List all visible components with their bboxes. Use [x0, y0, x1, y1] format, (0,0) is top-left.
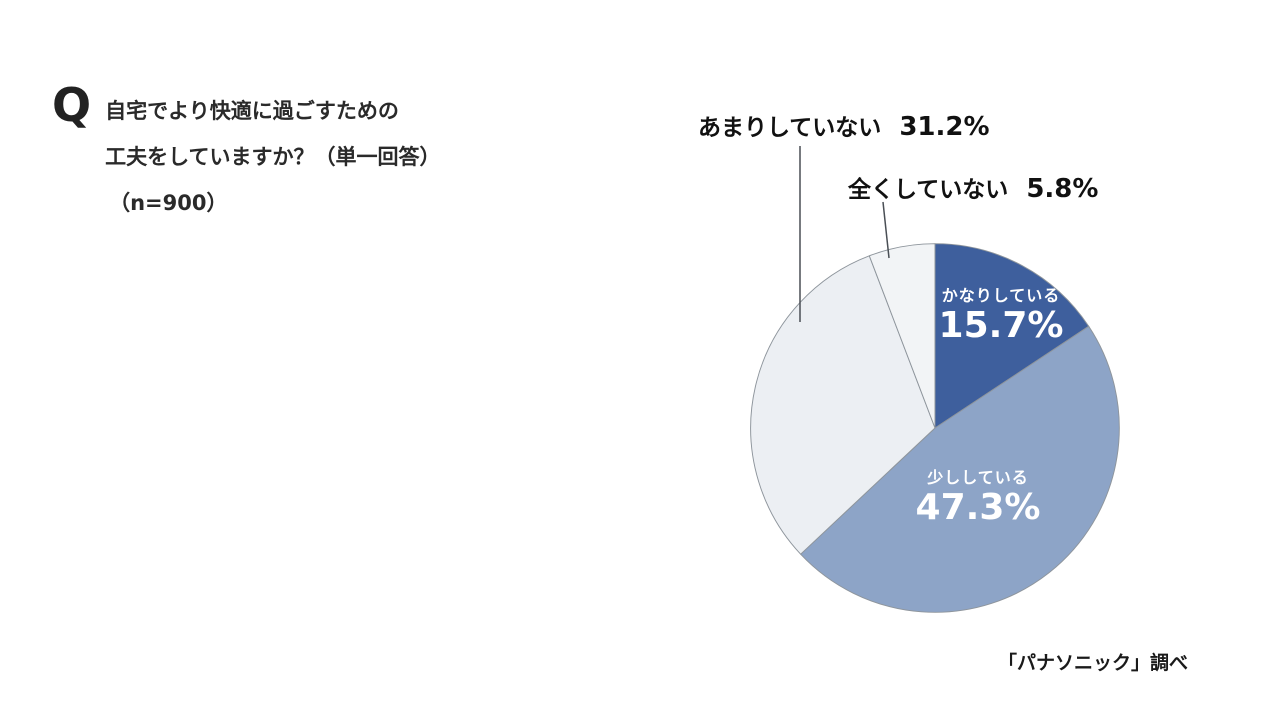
question-lines: 自宅でより快適に過ごすための 工夫をしていますか？（単一回答） （n=900） [105, 82, 440, 226]
pie-chart [750, 243, 1120, 613]
question-q-mark: Q [52, 78, 92, 132]
pie-chart-container [743, 236, 1127, 620]
question-line-1: 自宅でより快適に過ごすための [105, 99, 399, 123]
pie-slice-0 [934, 243, 1090, 429]
callout-amari-shiteinai: あまりしていない 31.2% [698, 108, 990, 142]
callout-amari-value: 31.2% [899, 112, 990, 142]
question-sample-size: （n=900） [109, 191, 228, 215]
slice-label-kanari-shiteiru: かなりしている 15.7% [939, 282, 1064, 346]
slice-label-sukoshi-shiteiru: 少ししている 47.3% [916, 464, 1041, 528]
slice-sukoshi-name: 少ししている [927, 468, 1029, 487]
slice-kanari-value: 15.7% [938, 305, 1064, 346]
callout-mattaku-label: 全くしていない [848, 177, 1009, 203]
slice-kanari-name: かなりしている [941, 286, 1061, 305]
callout-mattaku-value: 5.8% [1026, 174, 1099, 204]
question-line-2: 工夫をしていますか？（単一回答） [105, 145, 441, 169]
slice-sukoshi-value: 47.3% [915, 487, 1041, 528]
pie-slice-2 [750, 255, 936, 555]
question-block: Q 自宅でより快適に過ごすための 工夫をしていますか？（単一回答） （n=900… [52, 82, 440, 226]
source-note: 「パナソニック」調べ [998, 652, 1189, 674]
callout-amari-label: あまりしていない [698, 115, 882, 141]
pie-slice-1 [800, 325, 1120, 613]
pie-slice-3 [868, 243, 936, 429]
callout-mattaku-shiteinai: 全くしていない 5.8% [848, 170, 1098, 204]
